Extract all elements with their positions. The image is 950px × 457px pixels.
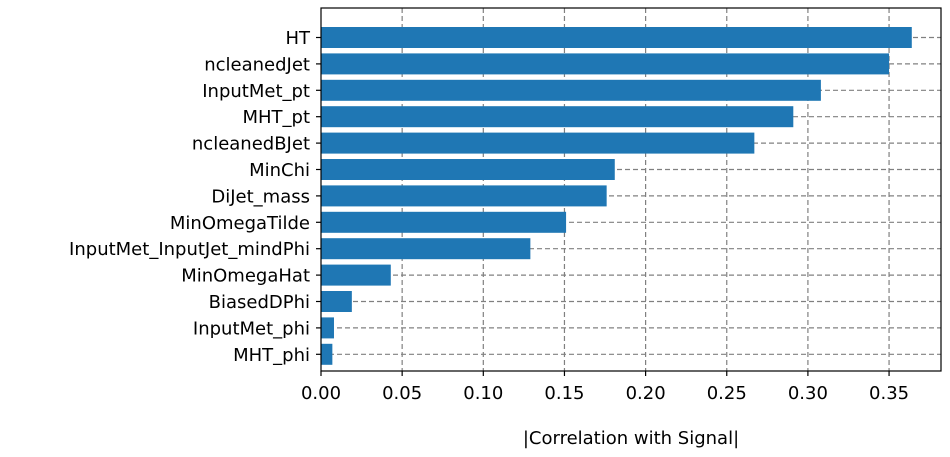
- y-tick-label: BiasedDPhi: [209, 292, 310, 313]
- x-tick-labels: 0.00 0.05 0.10 0.15 0.20 0.25 0.30 0.35: [301, 371, 909, 404]
- x-tick-label: 0.15: [544, 383, 584, 404]
- x-tick-label: 0.20: [626, 383, 666, 404]
- y-tick-label: InputMet_phi: [193, 318, 310, 339]
- bar-ht: [321, 27, 912, 48]
- bar-mht-pt: [321, 106, 794, 128]
- x-axis-title: |Correlation with Signal|: [523, 428, 739, 449]
- bar-minchi: [321, 159, 615, 180]
- y-tick-labels: HT ncleanedJet InputMet_pt MHT_pt ncleanedBJ…: [69, 28, 321, 366]
- x-tick-label: 0.00: [301, 383, 341, 404]
- x-tick-label: 0.25: [707, 383, 747, 404]
- y-tick-label: MinOmegaHat: [181, 266, 310, 287]
- y-tick-label: MHT_phi: [233, 345, 310, 366]
- y-tick-label: ncleanedBJet: [192, 134, 310, 155]
- y-tick-label: MHT_pt: [242, 107, 310, 128]
- bar-minomegahat: [321, 264, 391, 286]
- x-tick-label: 0.30: [788, 383, 828, 404]
- bar-minomegatilde: [321, 211, 567, 233]
- y-tick-label: HT: [285, 28, 311, 49]
- y-tick-label: ncleanedJet: [204, 54, 310, 75]
- x-tick-label: 0.10: [463, 383, 503, 404]
- bar-dijet-mass: [321, 185, 607, 207]
- y-tick-label: MinOmegaTilde: [170, 213, 310, 234]
- bar-inputmet-pt: [321, 79, 821, 101]
- y-tick-label: InputMet_pt: [202, 81, 310, 102]
- bar-inputmet-inputjet-mindphi: [321, 238, 531, 260]
- x-tick-label: 0.05: [382, 383, 422, 404]
- x-tick-label: 0.35: [869, 383, 909, 404]
- y-tick-label: DiJet_mass: [211, 186, 310, 207]
- plot-frame: [320, 7, 942, 372]
- bar-inputmet-phi: [321, 317, 334, 339]
- bar-biaseddphi: [321, 291, 352, 312]
- bar-ncleanedjet: [321, 53, 890, 75]
- bar-mht-phi: [321, 343, 333, 365]
- bars: [321, 27, 912, 365]
- y-tick-label: InputMet_InputJet_mindPhi: [69, 239, 310, 260]
- y-tick-label: MinChi: [249, 160, 310, 181]
- bar-ncleanedbjet: [321, 132, 755, 154]
